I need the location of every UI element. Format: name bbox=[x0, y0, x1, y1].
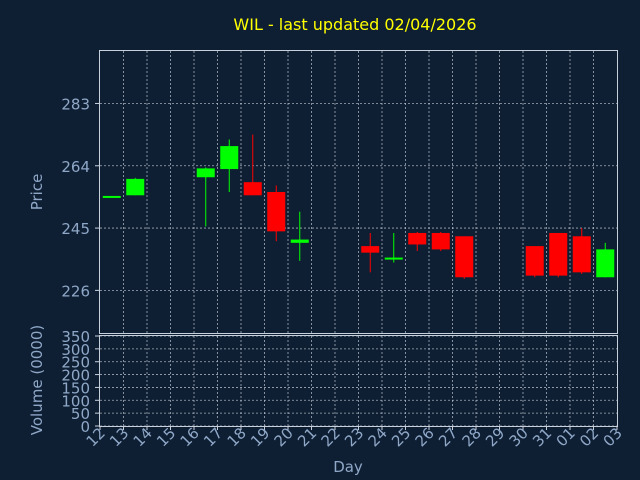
candle-body bbox=[455, 236, 474, 278]
x-tick-label: 31 bbox=[529, 424, 555, 450]
candle bbox=[243, 134, 262, 196]
candle-body bbox=[196, 168, 215, 178]
candle bbox=[196, 167, 215, 227]
price-tick-label: 283 bbox=[61, 95, 90, 113]
candle bbox=[361, 232, 380, 273]
volume-tick-label: 100 bbox=[61, 392, 90, 410]
price-tick-label: 245 bbox=[61, 220, 90, 238]
x-tick-label: 17 bbox=[200, 424, 226, 450]
candle-body bbox=[361, 246, 380, 253]
x-tick-label: 22 bbox=[318, 424, 344, 450]
x-tick-label: 29 bbox=[482, 424, 508, 450]
x-tick-label: 16 bbox=[177, 424, 203, 450]
candle bbox=[290, 211, 309, 261]
candle bbox=[384, 232, 403, 263]
candle-body bbox=[572, 236, 591, 273]
candle-body bbox=[431, 232, 450, 250]
candle-body bbox=[290, 239, 309, 243]
x-tick-label: 30 bbox=[506, 424, 532, 450]
x-tick-label: 28 bbox=[459, 424, 485, 450]
candle bbox=[126, 177, 145, 196]
x-tick-label: 27 bbox=[435, 424, 461, 450]
x-tick-label: 24 bbox=[365, 424, 391, 450]
x-tick-label: 18 bbox=[224, 424, 250, 450]
price-panel-frame bbox=[99, 50, 618, 334]
x-tick-label: 19 bbox=[247, 424, 273, 450]
volume-tick-label: 0 bbox=[80, 418, 90, 436]
volume-tick-label: 300 bbox=[61, 341, 90, 359]
x-tick-label: 23 bbox=[341, 424, 367, 450]
candle bbox=[572, 228, 591, 274]
candle-body bbox=[384, 257, 403, 260]
x-tick-label: 21 bbox=[294, 424, 320, 450]
candles bbox=[102, 134, 615, 279]
price-grid bbox=[100, 51, 617, 333]
volume-tick-label: 200 bbox=[61, 367, 90, 385]
x-tick-label: 26 bbox=[412, 424, 438, 450]
candle-body bbox=[102, 195, 121, 198]
candle-body bbox=[525, 246, 544, 276]
candle bbox=[455, 236, 474, 279]
volume-panel-frame bbox=[99, 335, 618, 427]
x-tick-labels: 1213141516171819202122232425262728293031… bbox=[83, 424, 626, 450]
chart-title: WIL - last updated 02/04/2026 bbox=[233, 15, 476, 34]
volume-axis-label: Volume (0000) bbox=[28, 325, 46, 435]
x-axis-label: Day bbox=[333, 458, 363, 476]
candle-body bbox=[267, 192, 286, 232]
candle-body bbox=[408, 232, 427, 245]
x-tick-label: 01 bbox=[553, 424, 579, 450]
candle-body bbox=[596, 249, 615, 278]
x-tick-label: 20 bbox=[271, 424, 297, 450]
price-tick-label: 226 bbox=[61, 282, 90, 300]
volume-tick-label: 50 bbox=[71, 405, 90, 423]
volume-tick-label: 350 bbox=[61, 328, 90, 346]
x-tick-label: 14 bbox=[130, 424, 156, 450]
candle bbox=[220, 139, 239, 192]
candle bbox=[408, 232, 427, 252]
candle-body bbox=[549, 232, 568, 276]
volume-grid bbox=[100, 335, 617, 427]
volume-tick-label: 150 bbox=[61, 379, 90, 397]
candle bbox=[596, 242, 615, 278]
price-tick-label: 264 bbox=[61, 158, 90, 176]
x-tick-label: 03 bbox=[600, 424, 626, 450]
x-tick-label: 15 bbox=[153, 424, 179, 450]
candle bbox=[549, 232, 568, 278]
price-tick-labels: 226 245 264 283 bbox=[61, 95, 100, 300]
x-tick-label: 02 bbox=[576, 424, 602, 450]
x-tick-label: 13 bbox=[106, 424, 132, 450]
price-axis-label: Price bbox=[28, 174, 46, 211]
candle bbox=[525, 246, 544, 278]
candle-body bbox=[243, 182, 262, 196]
candle-body bbox=[126, 178, 145, 196]
candle-body bbox=[220, 146, 239, 170]
candle bbox=[102, 195, 121, 198]
volume-tick-label: 250 bbox=[61, 354, 90, 372]
candle bbox=[431, 232, 450, 252]
candle bbox=[267, 185, 286, 242]
x-tick-label: 25 bbox=[388, 424, 414, 450]
